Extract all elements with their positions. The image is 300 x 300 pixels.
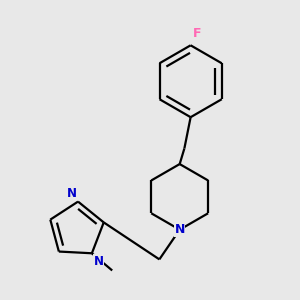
Text: F: F [193, 27, 202, 40]
Text: N: N [67, 187, 76, 200]
Text: N: N [175, 223, 185, 236]
Text: N: N [93, 255, 103, 268]
